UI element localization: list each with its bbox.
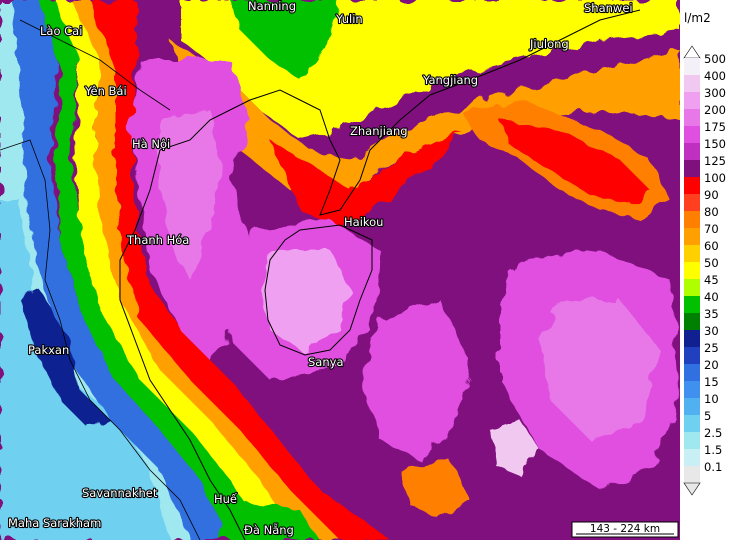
legend-label: 15: [704, 375, 719, 389]
legend-label: 200: [704, 103, 726, 117]
legend-bottom-arrow: [683, 482, 701, 496]
legend-swatch: [684, 245, 700, 262]
city-nanning: Nanning: [248, 0, 296, 13]
city-maha-sarakham: Maha Sarakham: [8, 516, 101, 530]
legend-label: 300: [704, 86, 726, 100]
bottom-orange: [400, 460, 470, 520]
city-da-nang: Đà Nẵng: [244, 523, 294, 537]
legend-label: 70: [704, 222, 719, 236]
legend-swatch: [684, 279, 700, 296]
legend-label: 2.5: [704, 426, 722, 440]
zone-50: [55, 0, 320, 540]
legend-swatch: [684, 92, 700, 109]
north-zone-green: [230, 0, 340, 80]
legend-swatch: [684, 398, 700, 415]
city-thanh-hoa: Thanh Hóa: [126, 233, 189, 247]
city-savannakhet: Savannakhet: [82, 486, 158, 500]
zone-200-gulf: [160, 110, 220, 280]
legend-label: 20: [704, 358, 719, 372]
legend-swatch: [684, 347, 700, 364]
scale-bar-label: 143 - 224 km: [590, 523, 660, 535]
legend-swatch: [684, 449, 700, 466]
north-zone-red: [270, 130, 460, 230]
coastline-vietnam: [119, 149, 246, 540]
legend-swatches: 500 400 300 200 175 150 125 100 90 80 70 60 50 45 40 35…: [683, 45, 726, 496]
city-sanya: Sanya: [308, 355, 344, 369]
legend-label: 25: [704, 341, 719, 355]
coastline-hainan: [264, 224, 373, 356]
legend-label: 1.5: [704, 443, 722, 457]
zone-200-southeast: [540, 300, 660, 440]
legend-label: 30: [704, 324, 719, 338]
legend-label: 0.1: [704, 460, 722, 474]
border-laos: [0, 139, 201, 540]
precipitation-field: [0, 0, 680, 540]
legend-label: 175: [704, 120, 726, 134]
city-hue: Huế: [214, 492, 238, 506]
legend-label: 60: [704, 239, 719, 253]
scale-bar: 143 - 224 km: [571, 521, 679, 538]
legend-label: 5: [704, 409, 711, 423]
legend-swatch: [684, 415, 700, 432]
legend-label: 80: [704, 205, 719, 219]
legend-swatch: [684, 296, 700, 313]
legend-label: 40: [704, 290, 719, 304]
border-china: [19, 19, 171, 111]
city-shanwei: Shanwei: [584, 1, 633, 15]
legend-swatch: [684, 381, 700, 398]
zone-300-spot: [490, 420, 540, 475]
legend-swatch: [684, 432, 700, 449]
coastline-mainland: [159, 9, 641, 216]
city-haikou: Haikou: [344, 215, 383, 229]
city-labels: Nanning Yulin Shanwei Lào Cai Jiulong Yê…: [7, 0, 634, 538]
bottom-green: [220, 500, 320, 540]
zone-5: [0, 200, 170, 540]
legend-swatch: [684, 58, 700, 75]
legend-label: 35: [704, 307, 719, 321]
city-zhanjiang: Zhanjiang: [350, 124, 408, 138]
city-ha-noi: Hà Nội: [132, 137, 170, 151]
legend-label: 10: [704, 392, 719, 406]
legend-label: 500: [704, 52, 726, 66]
legend-swatch: [684, 364, 700, 381]
legend-swatch: [684, 262, 700, 279]
zone-30: [20, 290, 110, 430]
legend-label: 100: [704, 171, 726, 185]
city-yulin: Yulin: [335, 12, 363, 26]
rainfall-map: Nanning Yulin Shanwei Lào Cai Jiulong Yê…: [0, 0, 680, 540]
city-lao-cai: Lào Cai: [40, 24, 82, 38]
legend-swatch: [684, 194, 700, 211]
zone-175-south: [360, 300, 470, 460]
legend-swatch: [684, 109, 700, 126]
legend-swatch: [684, 466, 700, 483]
legend-label: 45: [704, 273, 719, 287]
legend-label: 400: [704, 69, 726, 83]
legend-top-arrow: [683, 45, 701, 59]
legend-swatch: [684, 211, 700, 228]
east-streak-red: [500, 120, 650, 205]
zone-200-hainan: [260, 250, 350, 350]
zone-100: [90, 0, 390, 540]
legend-swatch: [684, 228, 700, 245]
scale-bar-box: [571, 521, 679, 538]
legend: l/m2 500 400 300 200 175 150 125 100 90 80 70 60 50 4…: [680, 0, 740, 540]
legend-swatch: [684, 177, 700, 194]
legend-label: 125: [704, 154, 726, 168]
legend-unit: l/m2: [684, 11, 711, 25]
legend-label: 50: [704, 256, 719, 270]
coastlines: [0, 9, 641, 540]
city-yangjiang: Yangjiang: [422, 73, 478, 87]
legend-swatch: [684, 313, 700, 330]
legend-swatch: [684, 75, 700, 92]
legend-swatch: [684, 330, 700, 347]
legend-label: 150: [704, 137, 726, 151]
city-yen-bai: Yên Bái: [84, 84, 127, 98]
legend-label: 90: [704, 188, 719, 202]
legend-swatch: [684, 126, 700, 143]
legend-swatch: [684, 143, 700, 160]
legend-swatch: [684, 160, 700, 177]
city-pakxan: Pakxan: [28, 343, 69, 357]
city-jiulong: Jiulong: [529, 37, 569, 51]
